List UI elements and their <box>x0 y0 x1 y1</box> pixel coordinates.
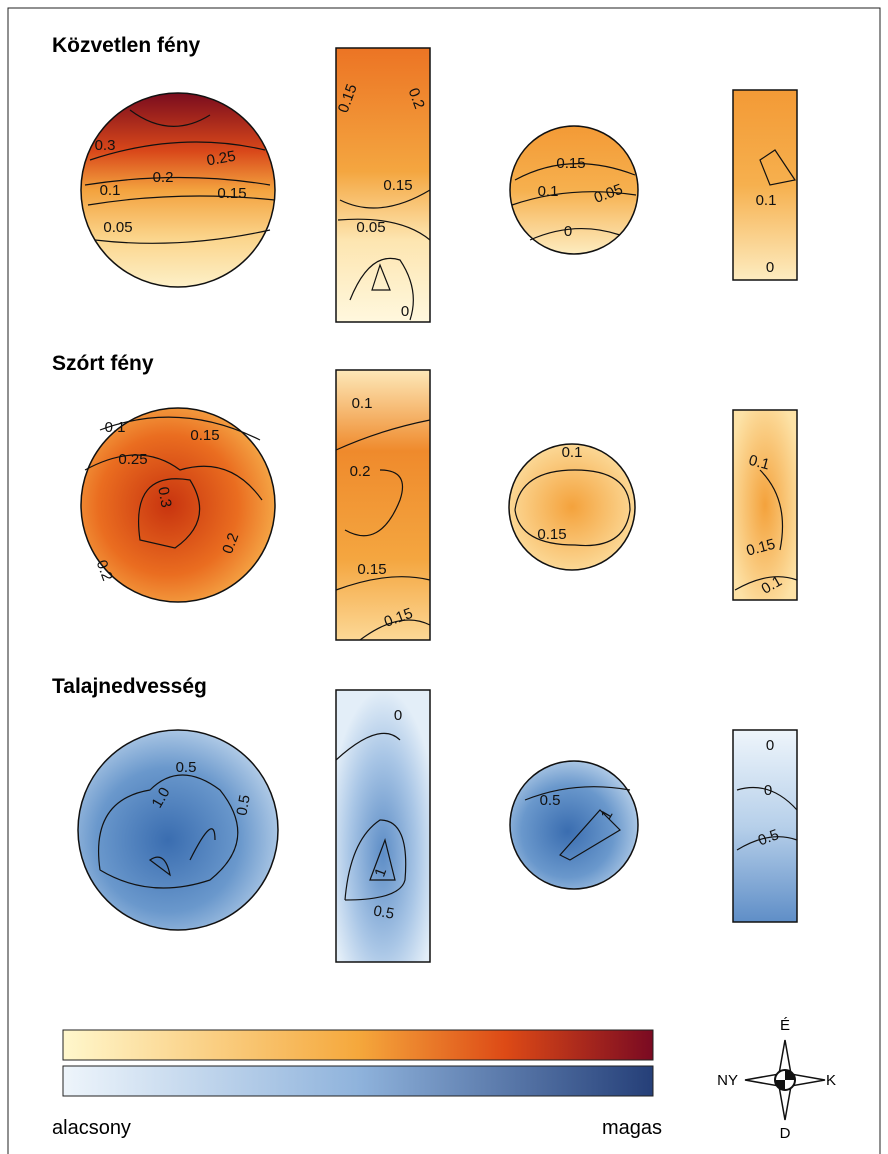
contour-label: 0.1 <box>100 182 121 199</box>
contour-label: 0.05 <box>356 219 385 236</box>
contour-label: 0.15 <box>190 427 219 444</box>
panels: Közvetlen fény Szórt fény Talajnedvesség <box>52 34 798 963</box>
contour-label: 0.5 <box>176 759 197 776</box>
contour-label: 0.05 <box>103 219 132 236</box>
contour-label: 0.1 <box>756 192 777 209</box>
frame <box>7 7 881 1154</box>
contour-label: 0 <box>766 737 774 754</box>
contour-label: 0.1 <box>747 452 772 474</box>
contour-label: 0 <box>764 782 772 799</box>
compass-south: D <box>780 1125 791 1142</box>
section-title: Közvetlen fény <box>52 34 201 57</box>
legend-high: magas <box>602 1117 662 1139</box>
contour-label: 0.25 <box>205 148 237 170</box>
contour-label: 0.1 <box>538 183 559 200</box>
contour-label: 0 <box>394 707 402 724</box>
contour-label: 0.15 <box>383 177 412 194</box>
contour-label: 0.1 <box>105 419 126 436</box>
contour-label: 0.15 <box>745 536 778 560</box>
map-panel <box>508 443 636 571</box>
contour-label: 0.3 <box>95 137 116 154</box>
contour-label: 0 <box>766 259 774 276</box>
compass-north: É <box>780 1017 790 1034</box>
contour-label: 0.1 <box>562 444 583 461</box>
color-bar-blue <box>62 1065 654 1097</box>
contour-label: 0.5 <box>372 902 395 922</box>
contour-label: 0.15 <box>357 561 386 578</box>
map-panel <box>335 47 431 323</box>
contour-label: 0.5 <box>540 792 561 809</box>
map-panel <box>335 689 431 963</box>
contour-label: 0.15 <box>217 185 246 202</box>
contour-labels: 0.3 0.25 0.2 0.15 0.1 0.05 0.15 0.2 0.15 0.05 0 0.1… <box>93 82 785 923</box>
section-title: Szórt fény <box>52 352 154 375</box>
contour-label: 0.2 <box>153 169 174 186</box>
contour-label: 0.5 <box>756 826 781 849</box>
section-title: Talajnedvesség <box>52 675 207 698</box>
contour-label: 0 <box>564 223 572 240</box>
map-panel <box>77 729 279 931</box>
legend: alacsony magas <box>52 1029 662 1139</box>
map-panel <box>732 729 798 923</box>
contour-label: 0.3 <box>154 485 174 508</box>
contour-label: 0.15 <box>556 155 585 172</box>
legend-low: alacsony <box>52 1117 131 1139</box>
contours <box>84 109 798 901</box>
contour-label: 0.25 <box>118 451 147 468</box>
contour-label: 0.2 <box>93 558 116 583</box>
contour-label: 0.2 <box>405 86 428 111</box>
map-panel <box>509 760 639 890</box>
contour-label: 0.5 <box>233 793 253 816</box>
contour-label: 0.2 <box>219 531 242 556</box>
contour-label: 0.1 <box>352 395 373 412</box>
map-panel <box>732 89 798 281</box>
map-panel <box>732 409 798 601</box>
color-bar-orange <box>62 1029 654 1061</box>
map-panel <box>80 407 276 603</box>
map-panel <box>509 125 639 255</box>
compass-west: NY <box>717 1072 738 1089</box>
contour-label: 0.15 <box>537 526 566 543</box>
contour-label: 0 <box>401 303 409 320</box>
compass-east: K <box>826 1072 836 1089</box>
map-panel <box>335 369 431 641</box>
contour-label: 0.2 <box>350 463 371 480</box>
compass: É NY K D <box>717 1017 836 1142</box>
